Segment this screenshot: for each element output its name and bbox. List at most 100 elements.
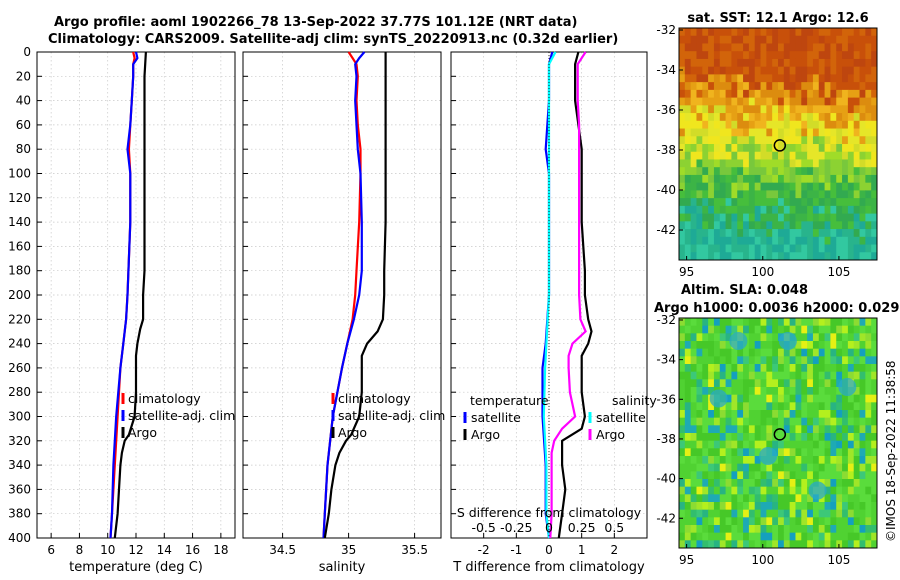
map-cell	[824, 28, 831, 37]
map-cell	[859, 364, 866, 373]
map-cell	[795, 213, 802, 222]
map-cell	[818, 35, 826, 44]
map-cell	[690, 66, 697, 75]
map-cell	[778, 97, 785, 106]
map-cell	[783, 66, 791, 75]
map-cell	[783, 159, 791, 168]
map-cell	[818, 205, 826, 215]
map-cell	[801, 348, 808, 357]
map-cell	[690, 448, 697, 457]
map-cell	[713, 198, 721, 207]
map-cell	[696, 89, 703, 99]
map-cell	[812, 356, 820, 365]
map-cell	[859, 105, 866, 114]
map-cell	[725, 433, 732, 442]
map-cell	[824, 213, 831, 222]
map-cell	[812, 120, 820, 130]
map-cell	[807, 440, 814, 449]
map-cell	[865, 182, 872, 191]
map-cell	[830, 417, 837, 426]
map-cell	[824, 517, 831, 526]
map-cell	[731, 479, 738, 488]
map-cell	[760, 205, 767, 215]
map-cell	[859, 221, 866, 230]
map-cell	[708, 471, 715, 480]
map-cell	[754, 136, 762, 145]
map-cell	[702, 120, 709, 130]
map-cell	[766, 182, 773, 191]
map-cell	[748, 82, 756, 91]
map-cell	[725, 144, 732, 153]
map-cell	[812, 318, 820, 327]
map-cell	[743, 128, 750, 137]
map-cell	[778, 35, 785, 44]
map-cell	[847, 167, 855, 176]
map-cell	[778, 502, 785, 511]
map-cell	[778, 525, 785, 534]
map-cell	[871, 440, 878, 449]
map-cell	[853, 517, 861, 526]
map-cell	[795, 456, 802, 465]
map-cell	[847, 159, 855, 168]
map-cell	[743, 410, 750, 419]
map-cell	[830, 433, 837, 442]
map-cell	[789, 144, 796, 153]
map-cell	[766, 379, 773, 388]
map-x-tick-label-1: 100	[751, 265, 774, 279]
map-cell	[778, 463, 785, 472]
map-cell	[684, 35, 692, 44]
map-cell	[743, 89, 750, 99]
map-cell	[853, 402, 861, 411]
map-cell	[842, 502, 849, 511]
map-cell	[748, 151, 756, 160]
map-cell	[725, 494, 732, 503]
map-cell	[679, 410, 686, 419]
map-cell	[847, 410, 855, 419]
map-cell	[766, 371, 773, 380]
map-cell	[801, 471, 808, 480]
map-cell	[754, 74, 762, 83]
map-cell	[783, 471, 791, 480]
map-cell	[818, 417, 826, 426]
map-cell	[836, 74, 843, 83]
map-x-tick-label-0: 95	[679, 265, 694, 279]
map-cell	[871, 221, 878, 230]
map-cell	[719, 333, 727, 342]
map-cell	[842, 252, 849, 261]
map-cell	[847, 74, 855, 83]
map-cell	[859, 540, 866, 549]
map-cell	[865, 502, 872, 511]
map-cell	[760, 113, 767, 122]
map-cell	[871, 525, 878, 534]
map-cell	[696, 494, 703, 503]
map-cell	[719, 463, 727, 472]
map-cell	[859, 479, 866, 488]
map-cell	[702, 74, 709, 83]
map-cell	[859, 144, 866, 153]
map-cell	[865, 433, 872, 442]
map-cell	[748, 356, 756, 365]
map-cell	[789, 82, 796, 91]
map-cell	[679, 517, 686, 526]
map-cell	[679, 113, 686, 122]
map-cell	[731, 66, 738, 75]
map-cell	[859, 190, 866, 199]
map-cell	[766, 433, 773, 442]
map-cell	[871, 417, 878, 426]
map-cell	[713, 448, 721, 457]
legend-label-temp-1: satellite-adj. clim	[128, 408, 235, 423]
x-tick-label-2: 35.5	[401, 543, 428, 557]
map-cell	[696, 318, 703, 327]
map-cell	[702, 51, 709, 60]
map-cell	[731, 425, 738, 434]
map-cell	[772, 221, 779, 230]
map-cell	[871, 509, 878, 518]
map-cell	[737, 136, 744, 145]
map-cell	[708, 379, 715, 388]
map-cell	[754, 35, 762, 44]
map-cell	[748, 532, 756, 541]
map-cell	[807, 371, 814, 380]
map-cell	[871, 28, 878, 37]
map-cell	[836, 159, 843, 168]
map-cell	[783, 394, 791, 403]
